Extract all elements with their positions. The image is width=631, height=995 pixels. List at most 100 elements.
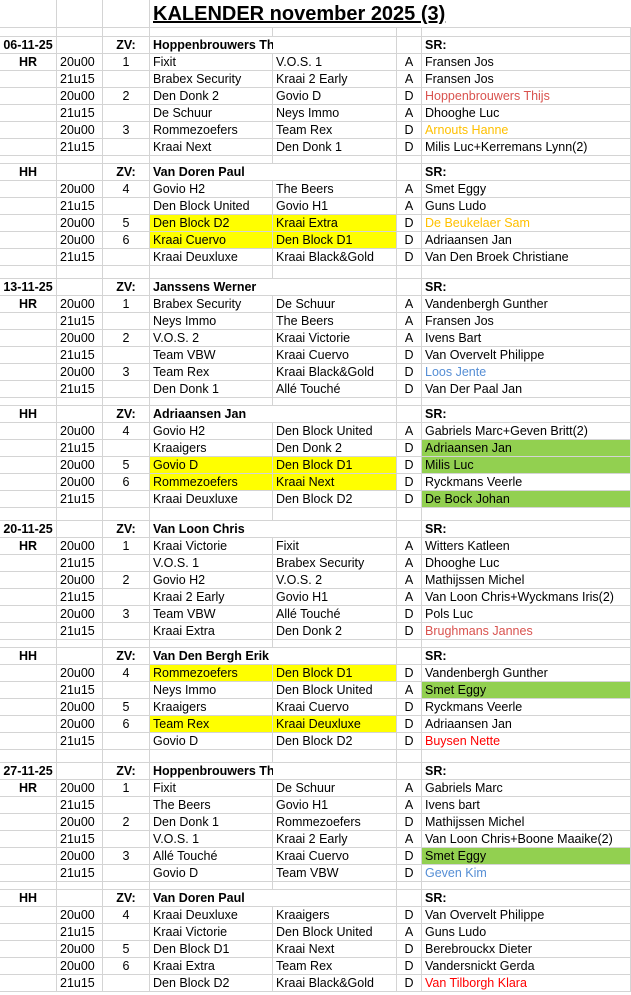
empty-cell	[273, 640, 397, 648]
empty-cell	[422, 398, 631, 406]
referee: Milis Luc+Kerremans Lynn(2)	[422, 139, 631, 156]
hall-cell: HH	[0, 406, 57, 423]
zv-label: ZV:	[103, 37, 150, 54]
empty-cell	[150, 398, 273, 406]
away-team: Den Block D2	[273, 491, 397, 508]
game-row: HR 20u00 1 Fixit De Schuur A Gabriels Marc	[0, 780, 631, 797]
home-team: Rommezoefers	[150, 122, 273, 139]
game-row: 21u15 Den Block D2 Kraai Black&Gold D Van Ti…	[0, 975, 631, 992]
division-cell: D	[397, 457, 422, 474]
empty-cell	[103, 508, 150, 521]
empty-cell	[150, 750, 273, 763]
home-team: The Beers	[150, 797, 273, 814]
referee: Witters Katleen	[422, 538, 631, 555]
away-team: Govio H1	[273, 198, 397, 215]
block-header-row: HH ZV: Van Den Bergh Erik SR:	[0, 648, 631, 665]
division-cell: D	[397, 88, 422, 105]
division-cell: A	[397, 105, 422, 122]
time-cell: 21u15	[57, 440, 103, 457]
field-cell	[103, 797, 150, 814]
away-team: Govio D	[273, 88, 397, 105]
game-row: 21u15 Team VBW Kraai Cuervo D Van Overvelt P…	[0, 347, 631, 364]
game-row: 20u00 3 Allé Touché Kraai Cuervo D Smet Eggy	[0, 848, 631, 865]
division-cell: D	[397, 122, 422, 139]
game-row: 20u00 2 Den Donk 2 Govio D D Hoppenbrouwers T…	[0, 88, 631, 105]
home-team: Neys Immo	[150, 682, 273, 699]
referee: Van Der Paal Jan	[422, 381, 631, 398]
sr-label: SR:	[422, 521, 631, 538]
home-team: V.O.S. 1	[150, 555, 273, 572]
empty-cell	[103, 266, 150, 279]
game-row: 20u00 4 Govio H2 Den Block United A Gabriels …	[0, 423, 631, 440]
field-cell: 5	[103, 457, 150, 474]
empty-cell	[0, 623, 57, 640]
sr-label: SR:	[422, 648, 631, 665]
empty-cell	[150, 508, 273, 521]
home-team: Kraai Deuxluxe	[150, 491, 273, 508]
empty-cell	[0, 555, 57, 572]
home-team: Kraai Extra	[150, 623, 273, 640]
division-cell: A	[397, 831, 422, 848]
empty-cell	[0, 941, 57, 958]
division-cell: A	[397, 924, 422, 941]
time-cell: 20u00	[57, 364, 103, 381]
empty-cell	[0, 882, 57, 890]
away-team: Govio H1	[273, 589, 397, 606]
home-team: Kraai Victorie	[150, 924, 273, 941]
home-team: Fixit	[150, 54, 273, 71]
field-cell: 5	[103, 699, 150, 716]
empty-cell	[0, 606, 57, 623]
game-row: 20u00 2 Govio H2 V.O.S. 2 A Mathijssen Michel	[0, 572, 631, 589]
time-cell: 20u00	[57, 716, 103, 733]
game-row: 20u00 5 Govio D Den Block D1 D Milis Luc	[0, 457, 631, 474]
empty-cell	[0, 249, 57, 266]
time-cell: 20u00	[57, 215, 103, 232]
division-cell: A	[397, 198, 422, 215]
referee: Smet Eggy	[422, 848, 631, 865]
empty-cell	[273, 156, 397, 164]
division-cell: D	[397, 491, 422, 508]
field-cell	[103, 733, 150, 750]
game-row: 21u15 Den Donk 1 Allé Touché D Van Der Paal …	[0, 381, 631, 398]
empty-cell	[397, 508, 422, 521]
empty-cell	[0, 232, 57, 249]
time-cell: 21u15	[57, 249, 103, 266]
block-header-row: 27-11-25 ZV:Hoppenbrouwers Thijs SR:	[0, 763, 631, 780]
game-row: 21u15 Kraai Next Den Donk 1 D Milis Luc+Kerr…	[0, 139, 631, 156]
game-row: 20u00 3 Team Rex Kraai Black&Gold D Loos Jent…	[0, 364, 631, 381]
empty-cell	[0, 71, 57, 88]
game-row: 21u15 Den Block United Govio H1 A Guns Ludo	[0, 198, 631, 215]
division-cell: D	[397, 975, 422, 992]
referee: Van Overvelt Philippe	[422, 907, 631, 924]
empty-cell	[0, 750, 57, 763]
empty-cell	[0, 924, 57, 941]
referee: Van Den Broek Christiane	[422, 249, 631, 266]
empty-cell	[397, 279, 422, 296]
game-row: 21u15 Kraaigers Den Donk 2 D Adriaansen Jan	[0, 440, 631, 457]
hall-cell: HR	[0, 54, 57, 71]
time-cell: 20u00	[57, 572, 103, 589]
empty-cell	[0, 665, 57, 682]
game-row: 21u15 Kraai Extra Den Donk 2 D Brughmans Jan…	[0, 623, 631, 640]
time-cell: 21u15	[57, 105, 103, 122]
division-cell: D	[397, 814, 422, 831]
empty-cell	[0, 589, 57, 606]
empty-cell	[150, 882, 273, 890]
away-team: Team VBW	[273, 865, 397, 882]
referee: Pols Luc	[422, 606, 631, 623]
zv-label: ZV:	[103, 164, 150, 181]
date-cell: 06-11-25	[0, 37, 57, 54]
field-cell: 3	[103, 848, 150, 865]
away-team: Kraaigers	[273, 907, 397, 924]
empty-cell	[397, 763, 422, 780]
home-team: De Schuur	[150, 105, 273, 122]
away-team: Den Donk 1	[273, 139, 397, 156]
game-row: 20u00 2 Den Donk 1 Rommezoefers D Mathijssen …	[0, 814, 631, 831]
game-row: 20u00 3 Team VBW Allé Touché D Pols Luc	[0, 606, 631, 623]
referee: Ivens Bart	[422, 330, 631, 347]
away-team: Fixit	[273, 538, 397, 555]
empty-cell	[0, 508, 57, 521]
game-row: 21u15 Kraai Victorie Den Block United A Guns…	[0, 924, 631, 941]
empty-cell	[397, 521, 422, 538]
